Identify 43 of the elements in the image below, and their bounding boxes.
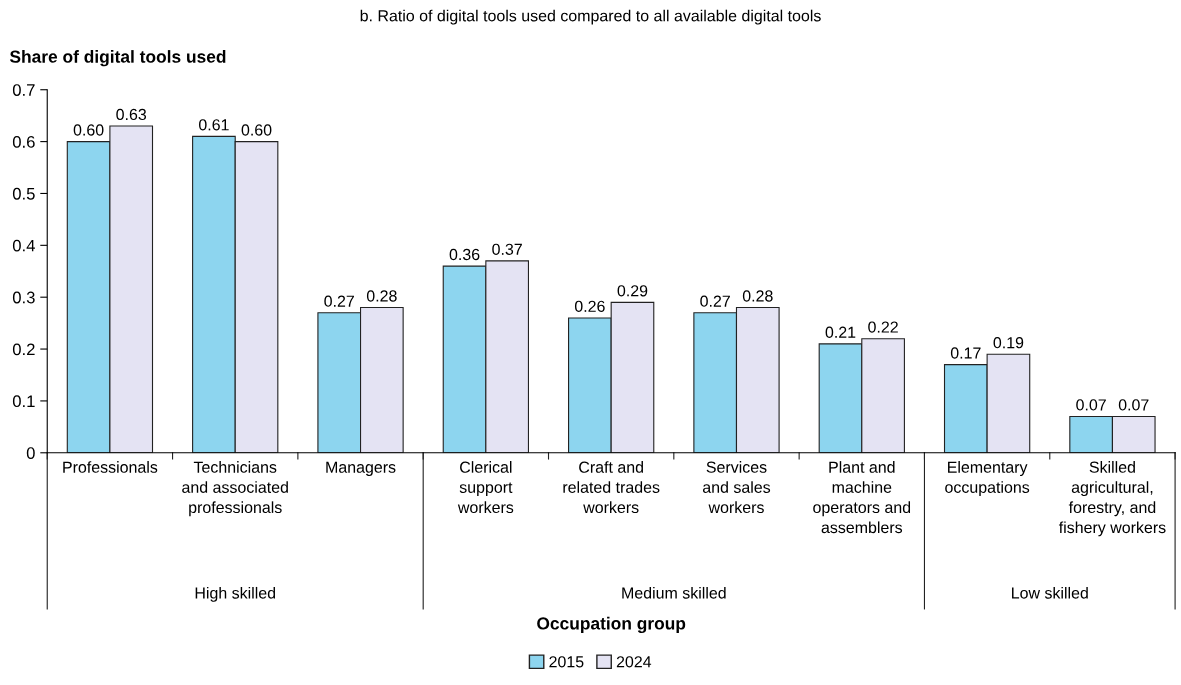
data-label: 0.28: [742, 290, 773, 302]
chart-title: b. Ratio of digital tools used compared to all available digital tools: [360, 9, 821, 25]
text: Low skilled: [1012, 586, 1088, 599]
data-label: 0.07: [1118, 399, 1149, 411]
data-label: 0.60: [241, 124, 272, 136]
data-label: 0.60: [73, 124, 104, 136]
x-tick-label: Skilled agricultural, forestry, and fishery workers: [1058, 461, 1166, 537]
text: High skilled: [195, 586, 276, 602]
y-axis-title: Share of digital tools used: [9, 50, 226, 67]
text: Medium skilled: [622, 586, 726, 599]
data-label: 0.61: [198, 119, 229, 131]
x-axis-title: Occupation group: [537, 616, 686, 634]
data-label: 0.26: [574, 300, 605, 312]
data-label: 0.29: [617, 285, 648, 297]
data-label: 0.07: [1076, 399, 1106, 411]
data-label: 0.22: [868, 321, 898, 333]
y-tick-label: 0.4: [12, 239, 35, 252]
y-tick-label: 0.5: [12, 187, 35, 200]
data-label: 0.28: [366, 290, 397, 302]
x-tick-label: Managers: [326, 461, 396, 477]
y-tick-label: 0.7: [12, 84, 35, 96]
x-tick-label: Craft and related trades workers: [563, 461, 660, 514]
data-label: 0.37: [492, 243, 522, 255]
data-label: 0.27: [700, 295, 730, 307]
legend-label: 2015: [549, 656, 584, 668]
y-tick-label: 0.3: [12, 291, 35, 304]
y-tick-label: 0.1: [12, 395, 35, 408]
x-tick-label: Clerical support workers: [457, 461, 514, 514]
y-tick-label: 0.6: [12, 136, 35, 148]
data-label: 0.27: [324, 295, 354, 307]
legend-label: 2024: [616, 656, 652, 668]
y-tick-label: 0.2: [12, 343, 35, 356]
x-tick-label: Services and sales workers: [702, 461, 771, 514]
data-label: 0.63: [116, 108, 147, 121]
data-label: 0.21: [825, 326, 856, 338]
x-tick-label: Technicians and associated professionals: [182, 461, 288, 517]
data-label: 0.36: [449, 248, 480, 261]
data-label: 0.17: [950, 347, 981, 359]
y-tick-label: 0: [26, 447, 35, 459]
data-label: 0.19: [993, 337, 1024, 349]
x-tick-label: Elementary occupations: [945, 461, 1030, 497]
x-tick-label: Plant and machine operators and assemblers: [813, 461, 911, 534]
x-tick-label: Professionals: [63, 461, 158, 473]
